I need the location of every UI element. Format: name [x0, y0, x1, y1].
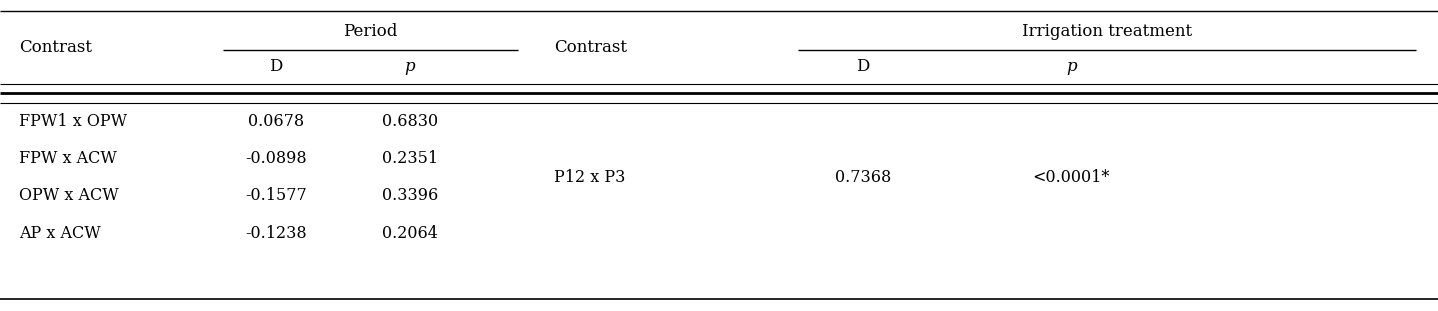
- Text: 0.3396: 0.3396: [381, 188, 439, 204]
- Text: Irrigation treatment: Irrigation treatment: [1022, 23, 1192, 39]
- Text: 0.2351: 0.2351: [381, 150, 439, 167]
- Text: FPW1 x OPW: FPW1 x OPW: [19, 113, 127, 130]
- Text: P12 x P3: P12 x P3: [554, 169, 626, 186]
- Text: -0.1577: -0.1577: [246, 188, 306, 204]
- Text: 0.7368: 0.7368: [834, 169, 892, 186]
- Text: FPW x ACW: FPW x ACW: [19, 150, 116, 167]
- Text: Contrast: Contrast: [554, 39, 627, 56]
- Text: Period: Period: [344, 23, 397, 39]
- Text: 0.2064: 0.2064: [383, 225, 437, 242]
- Text: <0.0001*: <0.0001*: [1032, 169, 1110, 186]
- Text: 0.0678: 0.0678: [247, 113, 305, 130]
- Text: D: D: [856, 58, 870, 75]
- Text: 0.6830: 0.6830: [381, 113, 439, 130]
- Text: D: D: [269, 58, 283, 75]
- Text: OPW x ACW: OPW x ACW: [19, 188, 118, 204]
- Text: p: p: [1066, 58, 1077, 75]
- Text: AP x ACW: AP x ACW: [19, 225, 101, 242]
- Text: -0.0898: -0.0898: [246, 150, 306, 167]
- Text: Contrast: Contrast: [19, 39, 92, 56]
- Text: p: p: [404, 58, 416, 75]
- Text: -0.1238: -0.1238: [246, 225, 306, 242]
